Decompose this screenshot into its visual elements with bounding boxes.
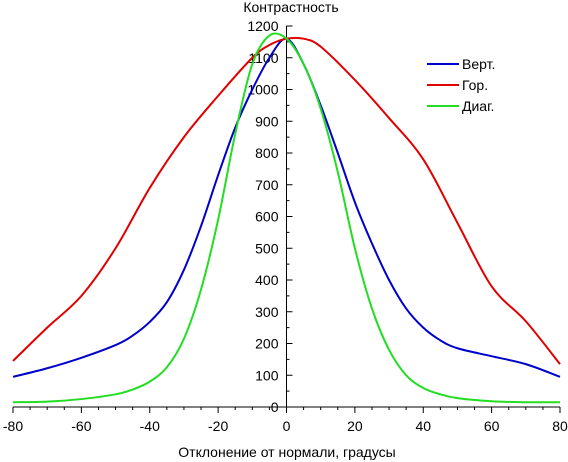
y-tick-label: 900 xyxy=(255,113,279,129)
x-tick-label: -40 xyxy=(140,418,160,434)
y-tick-label: 300 xyxy=(255,304,279,320)
legend: Верт. Гор. Диаг. xyxy=(427,56,495,114)
y-tick-label: 1200 xyxy=(247,18,278,34)
x-tick-label: -80 xyxy=(3,418,23,434)
y-tick-label: 400 xyxy=(255,272,279,288)
legend-label-diagonal: Диаг. xyxy=(462,98,494,114)
x-tick-label: -20 xyxy=(208,418,228,434)
x-tick-label: 40 xyxy=(415,418,431,434)
x-axis-title: Отклонение от нормали, градусы xyxy=(178,444,395,460)
x-tick-label: 80 xyxy=(552,418,568,434)
x-tick-label: 60 xyxy=(484,418,500,434)
legend-label-horizontal: Гор. xyxy=(462,77,488,93)
series-lines xyxy=(12,32,561,404)
x-tick-label: 20 xyxy=(347,418,363,434)
y-tick-label: 800 xyxy=(255,145,279,161)
y-tick-label: 500 xyxy=(255,240,279,256)
y-tick-label: 200 xyxy=(255,336,279,352)
y-axis-title: Контрастность xyxy=(243,0,338,15)
x-tick-label: -60 xyxy=(71,418,91,434)
y-tick-label: 0 xyxy=(271,399,279,415)
y-tick-label: 700 xyxy=(255,177,279,193)
x-tick-label: 0 xyxy=(283,418,291,434)
y-tick-label: 100 xyxy=(255,367,279,383)
series-line-diagonal xyxy=(12,32,561,404)
y-tick-label: 600 xyxy=(255,209,279,225)
x-tick-labels: -80 -60 -40 -20 0 20 40 60 80 xyxy=(3,407,568,434)
legend-label-vertical: Верт. xyxy=(462,56,495,72)
